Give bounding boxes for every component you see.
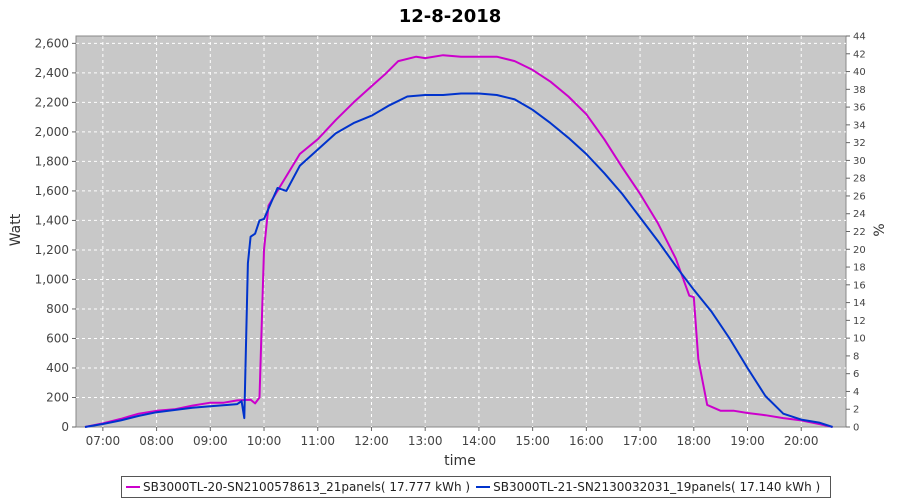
x-tick-label: 16:00 — [569, 434, 604, 448]
x-tick-label: 20:00 — [784, 434, 819, 448]
y2-tick-label: 22 — [853, 227, 866, 238]
series-line-1 — [84, 54, 833, 428]
y-axis-ticks: 0 200 400 600 800 1,000 1,200 1,400 1,600 1,800 2,… — [35, 36, 76, 434]
y2-axis-label: % — [872, 223, 888, 236]
x-tick-label: 09:00 — [193, 434, 228, 448]
legend-swatch-blue — [476, 486, 491, 488]
legend-item-series-2: SB3000TL-21-SN2130032031_19panels( 17.14… — [476, 480, 820, 494]
y-axis-label: Watt — [8, 213, 24, 246]
x-tick-label: 14:00 — [462, 434, 497, 448]
y-tick-label: 1,800 — [35, 154, 69, 168]
y2-tick-label: 36 — [853, 103, 866, 114]
y-tick-label: 2,000 — [35, 125, 69, 139]
y2-tick-label: 44 — [853, 32, 866, 43]
y-tick-label: 2,400 — [35, 66, 69, 80]
y2-tick-label: 4 — [853, 387, 859, 398]
legend-label-series-2: SB3000TL-21-SN2130032031_19panels( 17.14… — [493, 480, 821, 494]
legend: SB3000TL-20-SN2100578613_21panels( 17.77… — [121, 476, 832, 498]
y2-tick-label: 42 — [853, 49, 866, 60]
y2-tick-label: 12 — [853, 316, 866, 327]
legend-label-series-1: SB3000TL-20-SN2100578613_21panels( 17.77… — [143, 480, 471, 494]
y2-tick-label: 24 — [853, 209, 866, 220]
x-tick-label: 10:00 — [247, 434, 282, 448]
chart-title: 12-8-2018 — [399, 6, 502, 27]
legend-swatch-magenta — [126, 486, 140, 488]
y2-axis-ticks: 0246810121416182022242628303234363840424… — [846, 32, 866, 434]
y2-tick-label: 6 — [853, 369, 859, 380]
y-tick-label: 600 — [46, 331, 69, 345]
y-tick-label: 400 — [46, 361, 69, 375]
x-axis-label: time — [444, 453, 476, 469]
series-line-2 — [84, 92, 833, 428]
x-tick-label: 08:00 — [139, 434, 174, 448]
y2-tick-label: 34 — [853, 120, 866, 131]
x-tick-label: 13:00 — [408, 434, 443, 448]
x-tick-label: 17:00 — [623, 434, 658, 448]
y-tick-label: 200 — [46, 390, 69, 404]
x-tick-label: 11:00 — [300, 434, 335, 448]
legend-item-series-1: SB3000TL-20-SN2100578613_21panels( 17.77… — [126, 480, 470, 494]
y-tick-label: 2,200 — [35, 95, 69, 109]
y2-tick-label: 2 — [853, 405, 859, 416]
gridlines — [76, 36, 846, 427]
y-tick-label: 1,200 — [35, 243, 69, 257]
x-tick-label: 15:00 — [515, 434, 550, 448]
x-tick-label: 19:00 — [730, 434, 765, 448]
y2-tick-label: 18 — [853, 263, 866, 274]
y2-tick-label: 10 — [853, 334, 866, 345]
y2-tick-label: 14 — [853, 298, 866, 309]
y2-tick-label: 20 — [853, 245, 866, 256]
y2-tick-label: 28 — [853, 174, 866, 185]
y2-tick-label: 8 — [853, 351, 859, 362]
y2-tick-label: 0 — [853, 423, 859, 434]
y-tick-label: 1,600 — [35, 184, 69, 198]
x-tick-label: 07:00 — [86, 434, 121, 448]
y2-tick-label: 32 — [853, 138, 866, 149]
y-tick-label: 0 — [61, 420, 69, 434]
y-tick-label: 2,600 — [35, 36, 69, 50]
y2-tick-label: 40 — [853, 67, 866, 78]
series-lines — [84, 54, 833, 428]
plot-area — [75, 35, 847, 428]
y2-tick-label: 26 — [853, 191, 866, 202]
x-axis-ticks: 07:00 08:00 09:00 10:00 11:00 12:00 13:00 14:00… — [86, 427, 819, 448]
y2-tick-label: 38 — [853, 85, 866, 96]
x-tick-label: 18:00 — [676, 434, 711, 448]
y2-tick-label: 16 — [853, 280, 866, 291]
y-tick-label: 800 — [46, 302, 69, 316]
y-tick-label: 1,000 — [35, 272, 69, 286]
y2-tick-label: 30 — [853, 156, 866, 167]
x-tick-label: 12:00 — [354, 434, 389, 448]
y-tick-label: 1,400 — [35, 213, 69, 227]
